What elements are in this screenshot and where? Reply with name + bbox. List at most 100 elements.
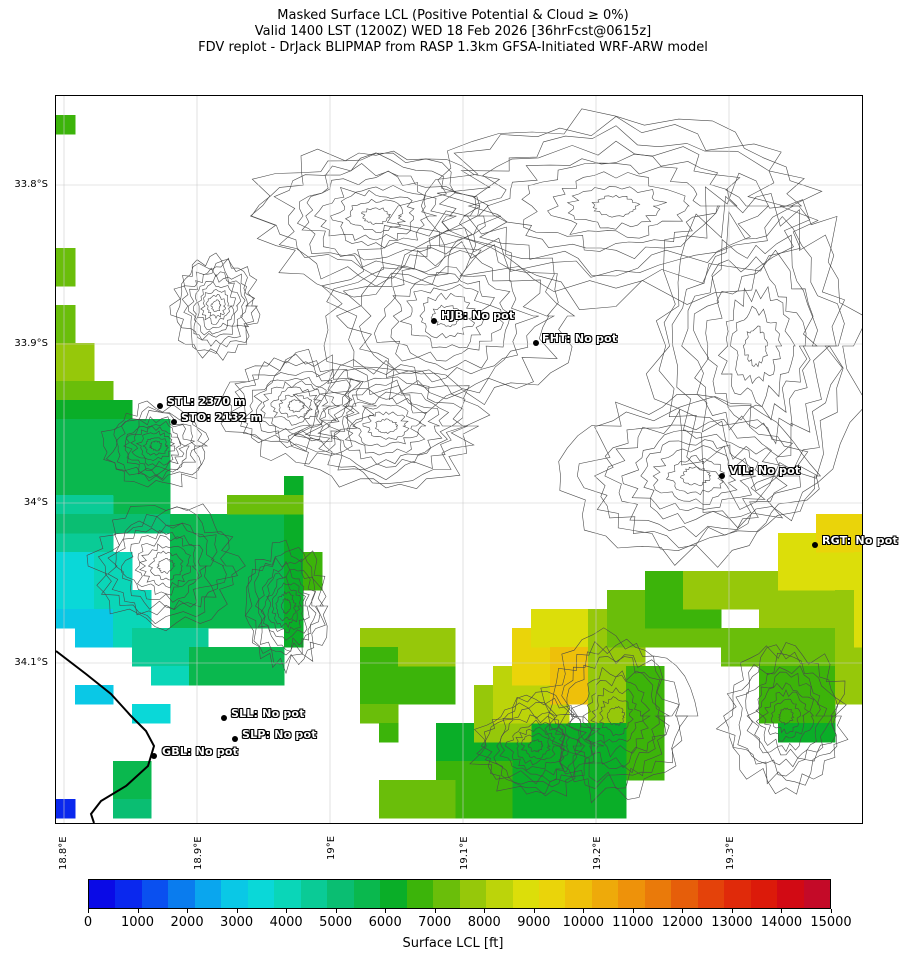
lcl-cell bbox=[113, 571, 133, 591]
lcl-cell bbox=[854, 609, 862, 629]
lcl-cell bbox=[246, 647, 266, 667]
colorbar-tick-mark bbox=[88, 909, 89, 913]
lcl-cell bbox=[170, 552, 190, 572]
map-plot-area[interactable] bbox=[55, 95, 863, 824]
lcl-cell bbox=[835, 514, 855, 534]
lcl-cell bbox=[151, 495, 171, 515]
lcl-cell bbox=[189, 571, 209, 591]
lcl-cell bbox=[75, 628, 95, 648]
lcl-cell bbox=[512, 742, 532, 762]
lcl-cell bbox=[75, 533, 95, 553]
station-label-hjb: HJB: No pot bbox=[441, 309, 515, 322]
colorbar-label: Surface LCL [ft] bbox=[402, 936, 504, 951]
lcl-cell bbox=[588, 780, 608, 800]
lcl-cell bbox=[816, 571, 836, 591]
colorbar-segment bbox=[538, 880, 566, 908]
lcl-cell bbox=[854, 533, 862, 553]
colorbar-tick-label: 10000 bbox=[562, 915, 605, 930]
lcl-cell bbox=[208, 533, 228, 553]
lcl-cell bbox=[550, 628, 570, 648]
lcl-cell bbox=[588, 742, 608, 762]
lcl-cell bbox=[75, 343, 95, 363]
lcl-cell bbox=[645, 723, 665, 743]
lcl-cell bbox=[835, 533, 855, 553]
lcl-cell bbox=[151, 647, 171, 667]
lcl-cell bbox=[588, 609, 608, 629]
colorbar-tick-mark bbox=[137, 909, 139, 913]
lcl-cell bbox=[75, 495, 95, 515]
lcl-cell bbox=[436, 666, 456, 686]
station-marker-rgt[interactable] bbox=[812, 542, 818, 548]
lon-label-18-9: 18.9°E bbox=[193, 836, 204, 870]
terrain-contour bbox=[273, 152, 477, 279]
colorbar-segment bbox=[247, 880, 275, 908]
lcl-cell bbox=[455, 780, 475, 800]
lcl-cell bbox=[208, 609, 228, 629]
lcl-cell bbox=[626, 761, 646, 781]
lcl-cell bbox=[740, 590, 760, 610]
lcl-cell bbox=[56, 799, 76, 819]
station-marker-sll[interactable] bbox=[221, 715, 227, 721]
lcl-cell bbox=[816, 609, 836, 629]
station-marker-sto[interactable] bbox=[171, 419, 177, 425]
lcl-cell bbox=[94, 514, 114, 534]
lcl-cell bbox=[835, 571, 855, 591]
station-marker-hjb[interactable] bbox=[431, 318, 437, 324]
lcl-cell bbox=[626, 685, 646, 705]
lcl-cell bbox=[683, 628, 703, 648]
coastline bbox=[56, 650, 156, 823]
lcl-cell bbox=[94, 476, 114, 496]
lcl-cell bbox=[56, 267, 76, 287]
terrain-contour bbox=[280, 597, 292, 615]
colorbar-segment bbox=[327, 880, 354, 908]
terrain-contour bbox=[571, 666, 660, 768]
terrain-contour bbox=[359, 249, 539, 383]
lcl-cell bbox=[531, 609, 551, 629]
terrain-contour bbox=[693, 249, 818, 445]
lon-label-19-0: 19°E bbox=[326, 835, 337, 860]
lcl-cell bbox=[645, 609, 665, 629]
lcl-cell bbox=[75, 457, 95, 477]
station-marker-gbl[interactable] bbox=[151, 753, 157, 759]
lcl-cell bbox=[265, 514, 285, 534]
lcl-cell bbox=[835, 647, 855, 667]
lcl-cell bbox=[189, 514, 209, 534]
station-marker-vil[interactable] bbox=[719, 473, 725, 479]
terrain-contour bbox=[326, 227, 559, 401]
lcl-cell bbox=[436, 761, 456, 781]
lcl-cell bbox=[189, 666, 209, 686]
lcl-cell bbox=[417, 647, 437, 667]
terrain-contour bbox=[770, 698, 801, 734]
colorbar-tick-mark bbox=[632, 909, 634, 913]
lcl-cell bbox=[113, 552, 133, 572]
terrain-contour bbox=[565, 656, 671, 774]
lcl-cell bbox=[759, 609, 779, 629]
colorbar-tick-mark bbox=[385, 909, 387, 913]
station-marker-stl[interactable] bbox=[157, 403, 163, 409]
colorbar-tick-label: 11000 bbox=[612, 915, 654, 930]
lcl-cell bbox=[94, 457, 114, 477]
station-label-sll: SLL: No pot bbox=[231, 707, 305, 720]
lcl-cell bbox=[436, 742, 456, 762]
lcl-cell bbox=[664, 609, 684, 629]
lcl-cell bbox=[531, 799, 551, 819]
lcl-cell bbox=[246, 552, 266, 572]
colorbar-tick-label: 0 bbox=[83, 915, 93, 930]
station-marker-slp[interactable] bbox=[232, 736, 238, 742]
lcl-cell bbox=[417, 799, 437, 819]
terrain-contour bbox=[271, 582, 302, 629]
lcl-cell bbox=[778, 552, 798, 572]
lcl-cell bbox=[550, 799, 570, 819]
lcl-cell bbox=[645, 761, 665, 781]
terrain-contour bbox=[715, 642, 849, 795]
terrain-contour bbox=[227, 354, 362, 453]
colorbar-tick-mark bbox=[335, 909, 337, 913]
station-marker-fht[interactable] bbox=[533, 340, 539, 346]
lcl-cell bbox=[436, 647, 456, 667]
lcl-cell bbox=[75, 685, 95, 705]
terrain-contour bbox=[576, 396, 820, 552]
lcl-cell bbox=[740, 628, 760, 648]
lcl-cell bbox=[721, 628, 741, 648]
lcl-cell bbox=[474, 742, 494, 762]
terrain-contour bbox=[97, 506, 238, 625]
